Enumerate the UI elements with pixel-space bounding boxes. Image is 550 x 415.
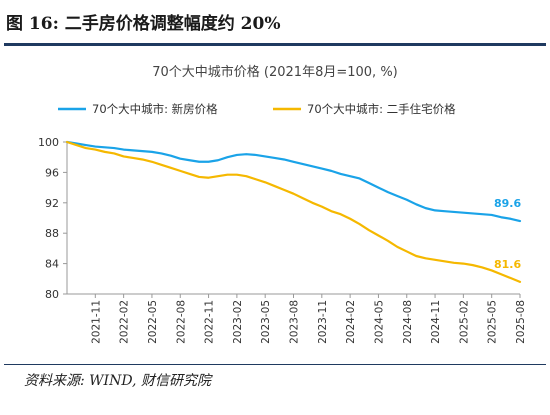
source-note: 资料来源: WIND, 财信研究院 (24, 373, 211, 389)
y-tick-label: 80 (45, 288, 59, 301)
x-tick-label: 2023-05 (260, 300, 272, 344)
figure-title: 图 16: 二手房价格调整幅度约 20% (6, 13, 281, 34)
legend: 70个大中城市: 新房价格 70个大中城市: 二手住宅价格 (58, 102, 456, 116)
x-tick-label: 2023-11 (317, 300, 329, 344)
y-tick-label: 84 (45, 258, 59, 271)
x-tick-label: 2022-11 (204, 300, 216, 344)
y-tick-label: 100 (38, 136, 59, 149)
y-tick-label: 96 (45, 166, 59, 179)
figure-title-bar: 图 16: 二手房价格调整幅度约 20% (0, 0, 550, 42)
x-tick-label: 2025-08 (515, 300, 527, 344)
end-labels: 89.6 81.6 (494, 197, 521, 271)
x-tick-label: 2022-02 (119, 300, 131, 344)
y-tick-label: 92 (45, 197, 59, 210)
x-tick-label: 2023-02 (232, 300, 244, 344)
axes: 80 84 88 92 96 100 2021-11 2022-02 2022-05 2022-0… (38, 136, 527, 344)
x-tick-label: 2024-11 (430, 300, 442, 344)
series-line-new-home (65, 140, 522, 223)
legend-label-second-hand: 70个大中城市: 二手住宅价格 (307, 102, 456, 116)
end-label-new-home: 89.6 (494, 197, 521, 210)
x-tick-label: 2022-08 (175, 300, 187, 344)
title-divider (4, 43, 546, 46)
x-tick-label: 2021-11 (90, 300, 102, 344)
series-line-second-hand (65, 140, 522, 283)
y-tick-label: 88 (45, 227, 59, 240)
x-tick-label: 2023-08 (289, 300, 301, 344)
x-tick-label: 2024-08 (402, 300, 414, 344)
source-divider (4, 364, 546, 365)
price-line-chart: 70个大中城市价格 (2021年8月=100, %) 70个大中城市: 新房价格… (38, 64, 527, 344)
end-label-second-hand: 81.6 (494, 258, 521, 271)
legend-label-new-home: 70个大中城市: 新房价格 (92, 102, 218, 116)
x-tick-label: 2025-02 (458, 300, 470, 344)
x-tick-label: 2025-05 (487, 300, 499, 344)
chart-title: 70个大中城市价格 (2021年8月=100, %) (152, 64, 398, 80)
x-tick-label: 2022-05 (147, 300, 159, 344)
series-layer (65, 140, 522, 283)
x-tick-label: 2024-02 (345, 300, 357, 344)
x-tick-label: 2024-05 (373, 300, 385, 344)
